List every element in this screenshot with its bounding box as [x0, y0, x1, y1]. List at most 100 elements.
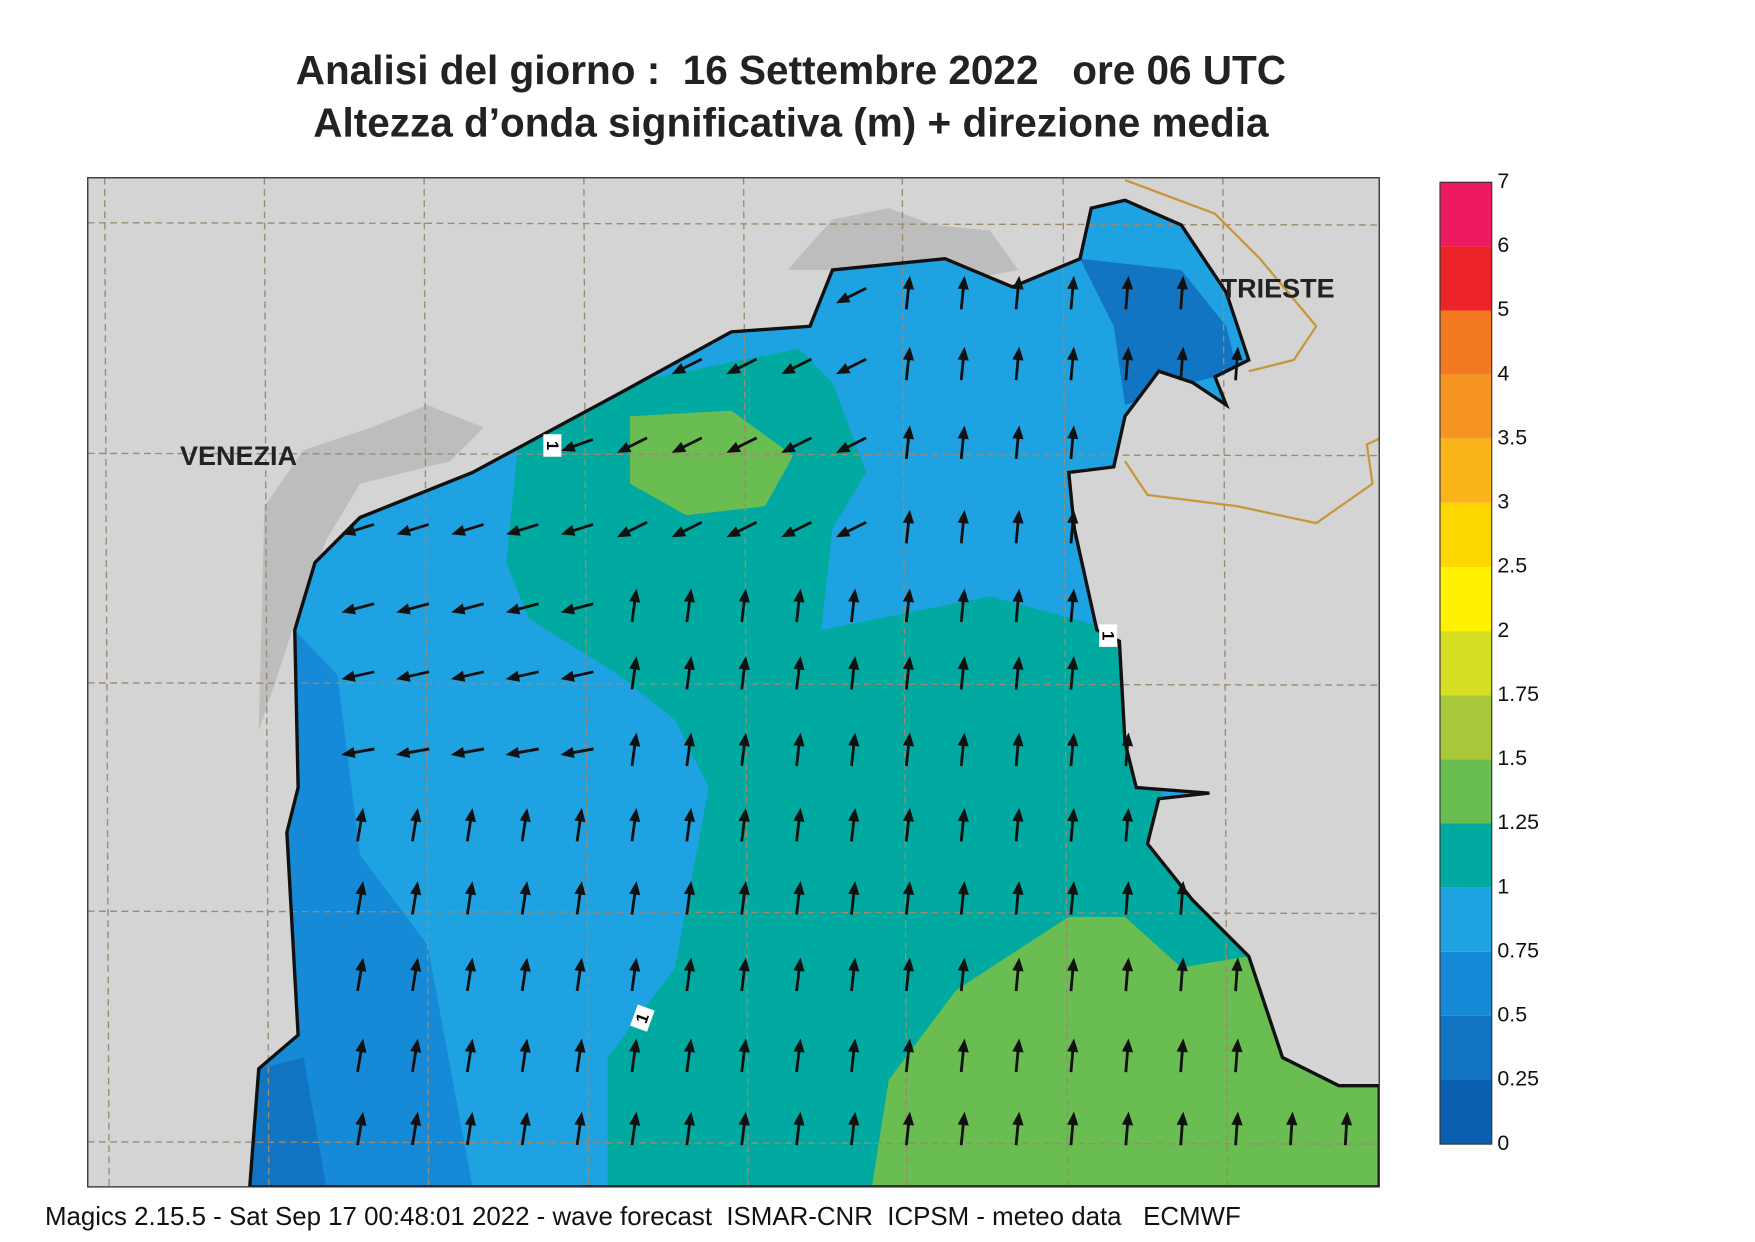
arrow-head	[1121, 275, 1134, 290]
colorbar-band	[1440, 310, 1492, 375]
coastline	[248, 198, 1380, 1187]
arrow-head	[519, 1038, 531, 1053]
colorbar-band	[1440, 567, 1492, 632]
colorbar-band	[1440, 1015, 1492, 1080]
arrow-head	[1340, 1111, 1353, 1126]
arrow-head	[355, 808, 367, 823]
arrow-head	[738, 732, 750, 747]
arrow-head	[355, 881, 367, 896]
arrow-head	[738, 957, 750, 972]
arrow-head	[1012, 1038, 1024, 1053]
arrow-head	[738, 807, 750, 822]
arrow-head	[1067, 807, 1079, 822]
arrow-head	[355, 1111, 367, 1127]
arrow-head	[560, 746, 575, 759]
arrow-head	[506, 525, 521, 536]
wave-region	[871, 916, 1380, 1187]
colorbar-label: 1	[1497, 874, 1509, 898]
arrow-head	[410, 1038, 422, 1053]
arrow-head	[1067, 1111, 1079, 1126]
arrow-head	[396, 670, 411, 682]
arrow-head	[671, 363, 687, 375]
arrow-head	[450, 670, 466, 682]
arrow-head	[1012, 655, 1024, 670]
arrow-head	[848, 957, 860, 972]
arrow-head	[464, 807, 476, 823]
arrow-head	[683, 732, 696, 747]
arrow-head	[505, 603, 521, 615]
arrow-head	[902, 588, 915, 603]
arrow-head	[793, 656, 805, 671]
colorbar-label: 0.5	[1497, 1003, 1527, 1027]
arrow-head	[1176, 1111, 1188, 1126]
arrow-head	[410, 881, 422, 896]
wave-region	[1080, 258, 1238, 405]
arrow-head	[1121, 346, 1134, 361]
arrow-head	[848, 807, 860, 822]
arrow-head	[848, 732, 860, 747]
arrow-head	[848, 588, 860, 603]
arrow-head	[355, 957, 367, 972]
arrow-head	[1067, 880, 1079, 895]
arrow-head	[1176, 1038, 1188, 1053]
arrow-head	[341, 670, 356, 682]
contour-label: 1	[543, 434, 562, 457]
arrow-head	[738, 1111, 750, 1126]
arrow-head	[902, 880, 915, 896]
arrow-head	[616, 441, 632, 453]
arrow-head	[574, 807, 586, 823]
arrow-head	[726, 526, 741, 538]
arrow-head	[793, 1038, 805, 1053]
arrow-head	[1121, 1038, 1134, 1053]
arrow-head	[957, 732, 969, 747]
arrow-head	[902, 1038, 915, 1053]
arrow-head	[793, 588, 805, 603]
arrow-head	[1121, 880, 1134, 895]
arrow-head	[561, 440, 576, 452]
colorbar-band	[1440, 1080, 1492, 1145]
arrow-head	[410, 957, 422, 972]
arrow-head	[683, 1111, 696, 1126]
arrow-head	[726, 363, 741, 375]
arrow-head	[629, 732, 641, 747]
arrow-head	[1231, 346, 1243, 361]
arrow-head	[505, 746, 520, 759]
arrow-head	[848, 1038, 860, 1053]
colorbar-band	[1440, 887, 1492, 952]
arrow-head	[464, 957, 476, 972]
contour-label-box	[1099, 624, 1118, 647]
arrow-head	[1176, 275, 1188, 290]
arrow-head	[848, 655, 860, 671]
footer: Magics 2.15.5 - Sat Sep 17 00:48:01 2022…	[45, 1203, 1241, 1231]
arrow-head	[574, 957, 586, 972]
wave-region	[630, 410, 794, 516]
colorbar-label: 1.5	[1497, 746, 1527, 770]
arrow-head	[683, 656, 696, 671]
arrow-head	[848, 1111, 860, 1126]
arrow-head	[835, 292, 851, 304]
arrow-head	[957, 425, 969, 440]
arrow-head	[560, 670, 575, 682]
arrow-head	[629, 807, 641, 823]
arrow-head	[1012, 275, 1024, 290]
arrow-head	[1012, 1111, 1024, 1126]
arrow-head	[738, 1038, 750, 1053]
arrow-head	[902, 957, 915, 972]
arrow-head	[574, 881, 586, 896]
arrow-head	[574, 1038, 586, 1053]
arrow-head	[464, 881, 476, 896]
arrow-head	[464, 1038, 476, 1053]
arrow-head	[395, 746, 411, 759]
arrow-head	[629, 957, 641, 972]
arrow-head	[629, 1111, 641, 1126]
arrow-head	[1067, 425, 1079, 440]
arrow-head	[738, 881, 750, 896]
arrow-head	[957, 1111, 969, 1126]
arrow-head	[902, 425, 915, 440]
colorbar-band	[1440, 502, 1492, 567]
arrow-head	[629, 881, 641, 896]
colorbar-band	[1440, 631, 1492, 696]
arrow-head	[1121, 1111, 1134, 1126]
arrow-head	[835, 363, 851, 375]
arrow-head	[1012, 957, 1024, 972]
